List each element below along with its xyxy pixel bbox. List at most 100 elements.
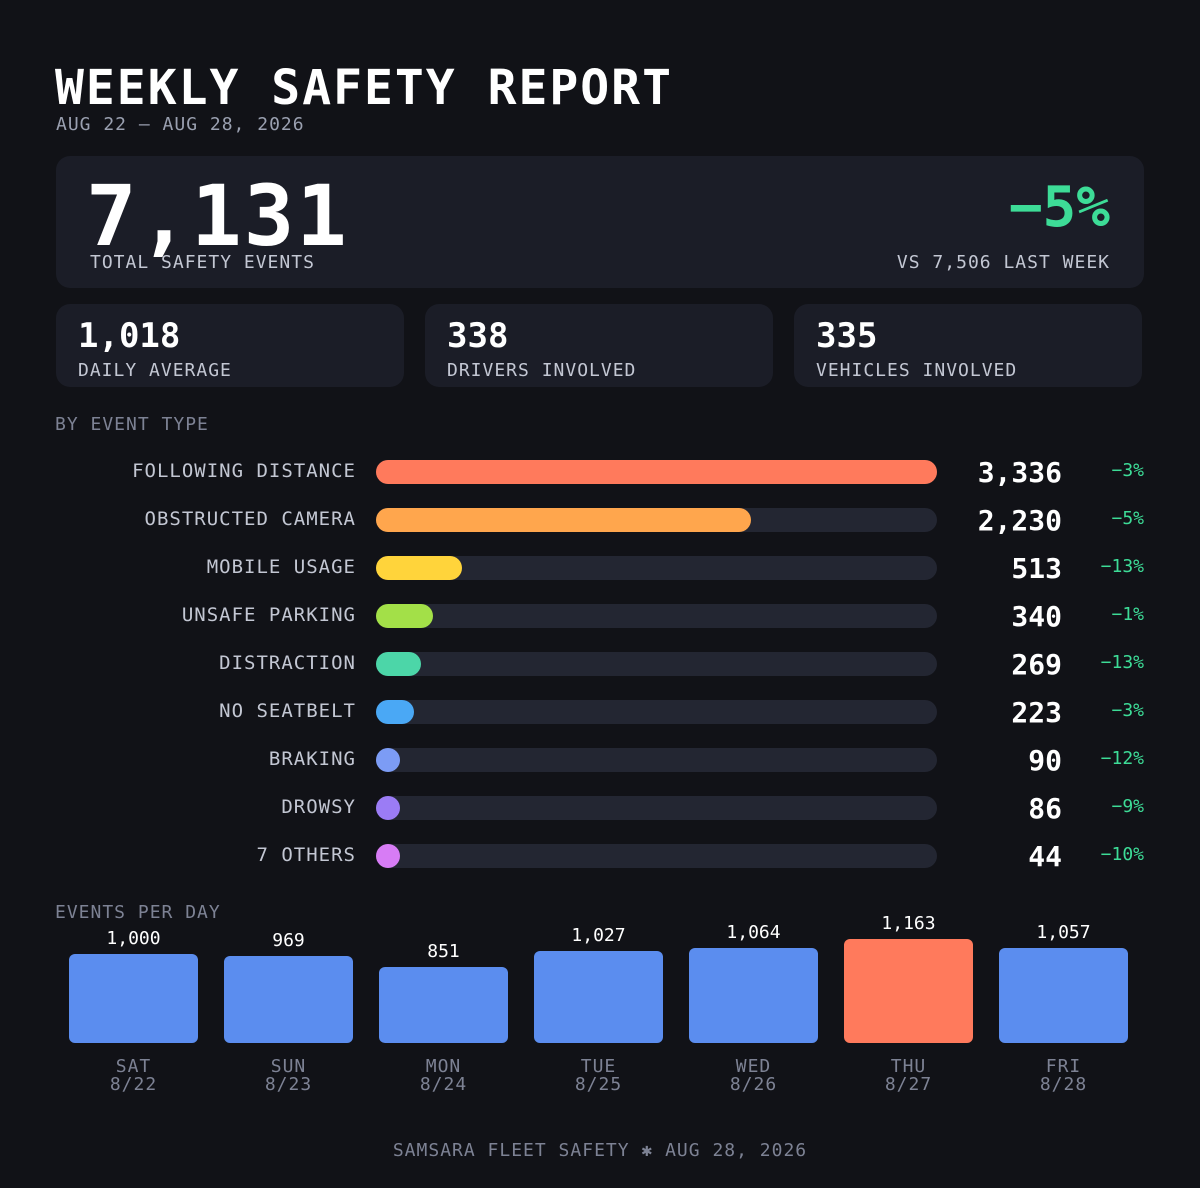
day-value-label: 1,000 [106, 927, 161, 949]
event-row: DISTRACTION 269 −13% [0, 648, 1200, 681]
event-type-section-label: BY EVENT TYPE [55, 414, 209, 435]
day-bar [689, 947, 818, 1043]
event-bar [376, 700, 414, 724]
day-bar [999, 948, 1128, 1043]
day-value-label: 1,163 [881, 913, 936, 934]
event-bar-track [376, 700, 937, 724]
event-type-label: FOLLOWING DISTANCE [132, 460, 356, 482]
event-type-label: 7 OTHERS [256, 844, 356, 866]
event-bar-track [376, 460, 937, 484]
event-change: −12% [1100, 748, 1144, 769]
event-type-label: DISTRACTION [219, 652, 356, 674]
event-row: MOBILE USAGE 513 −13% [0, 552, 1200, 585]
event-type-label: NO SEATBELT [219, 700, 356, 722]
event-bar [376, 460, 937, 484]
event-count: 2,230 [977, 504, 1062, 537]
event-count: 90 [1028, 744, 1062, 777]
event-bar-track [376, 508, 937, 532]
day-bar [534, 951, 663, 1043]
day-date-label: 8/26 [729, 1074, 778, 1095]
event-count: 513 [1011, 552, 1062, 585]
event-bar [376, 748, 400, 772]
per-day-section-label: EVENTS PER DAY [55, 902, 221, 923]
event-row: UNSAFE PARKING 340 −1% [0, 600, 1200, 633]
daily-average-value: 1,018 [78, 316, 181, 356]
day-bar [69, 953, 198, 1043]
day-date-label: 8/23 [264, 1074, 313, 1095]
event-bar-track [376, 604, 937, 628]
event-bar [376, 556, 463, 580]
last-week-comparison: VS 7,506 LAST WEEK [896, 252, 1110, 273]
day-bar [844, 939, 973, 1043]
event-bar [376, 604, 434, 628]
day-date-label: 8/22 [109, 1074, 158, 1095]
event-type-label: OBSTRUCTED CAMERA [144, 508, 356, 530]
event-row: 7 OTHERS 44 −10% [0, 840, 1200, 873]
event-count: 44 [1028, 840, 1062, 873]
day-value-label: 1,064 [726, 921, 781, 943]
event-change: −3% [1111, 460, 1144, 481]
event-change: −13% [1100, 652, 1144, 673]
report-title: WEEKLY SAFETY REPORT [55, 60, 673, 116]
day-date-label: 8/27 [884, 1074, 933, 1095]
total-events-value: 7,131 [86, 167, 349, 265]
event-bar [376, 844, 400, 868]
event-count: 269 [1011, 648, 1062, 681]
event-bar-track [376, 796, 937, 820]
total-events-card: 7,131 TOTAL SAFETY EVENTS −5% VS 7,506 L… [56, 156, 1144, 288]
total-events-label: TOTAL SAFETY EVENTS [90, 252, 315, 273]
day-value-label: 969 [272, 930, 305, 952]
date-range: AUG 22 – AUG 28, 2026 [56, 114, 305, 135]
event-bar [376, 652, 422, 676]
day-name-label: SAT [115, 1056, 152, 1077]
event-row: OBSTRUCTED CAMERA 2,230 −5% [0, 504, 1200, 537]
event-bar-track [376, 556, 937, 580]
event-type-label: MOBILE USAGE [206, 556, 356, 578]
event-change: −9% [1111, 796, 1144, 817]
event-type-label: BRAKING [268, 748, 356, 770]
vehicles-involved-label: VEHICLES INVOLVED [816, 360, 1018, 381]
event-count: 340 [1011, 600, 1062, 633]
day-name-label: MON [425, 1056, 462, 1077]
drivers-involved-value: 338 [447, 316, 509, 356]
event-change: −10% [1100, 844, 1144, 865]
day-date-label: 8/24 [419, 1074, 468, 1095]
event-change: −5% [1111, 508, 1144, 529]
week-change-value: −5% [1008, 175, 1110, 240]
vehicles-involved-card: 335 VEHICLES INVOLVED [794, 304, 1142, 387]
day-bar [224, 956, 353, 1043]
drivers-involved-label: DRIVERS INVOLVED [447, 360, 637, 381]
event-change: −13% [1100, 556, 1144, 577]
event-change: −1% [1111, 604, 1144, 625]
day-name-label: FRI [1045, 1056, 1082, 1077]
drivers-involved-card: 338 DRIVERS INVOLVED [425, 304, 773, 387]
day-date-label: 8/28 [1039, 1074, 1088, 1095]
day-name-label: THU [890, 1056, 927, 1077]
day-date-label: 8/25 [574, 1074, 623, 1095]
event-row: NO SEATBELT 223 −3% [0, 696, 1200, 729]
report-footer: SAMSARA FLEET SAFETY ✱ AUG 28, 2026 [392, 1140, 808, 1161]
event-bar [376, 796, 400, 820]
day-name-label: TUE [580, 1056, 617, 1077]
day-name-label: WED [735, 1056, 772, 1077]
event-type-label: DROWSY [281, 796, 356, 818]
event-bar-track [376, 844, 937, 868]
event-bar-track [376, 748, 937, 772]
day-value-label: 1,057 [1036, 922, 1091, 944]
event-count: 3,336 [977, 456, 1062, 489]
daily-average-label: DAILY AVERAGE [78, 360, 232, 381]
day-bar [379, 966, 508, 1043]
event-row: BRAKING 90 −12% [0, 744, 1200, 777]
vehicles-involved-value: 335 [816, 316, 878, 356]
day-value-label: 1,027 [571, 925, 626, 947]
event-type-label: UNSAFE PARKING [181, 604, 356, 626]
day-value-label: 851 [427, 940, 460, 962]
event-row: FOLLOWING DISTANCE 3,336 −3% [0, 456, 1200, 489]
event-count: 86 [1028, 792, 1062, 825]
day-name-label: SUN [270, 1056, 307, 1077]
event-bar-track [376, 652, 937, 676]
daily-average-card: 1,018 DAILY AVERAGE [56, 304, 404, 387]
event-bar [376, 508, 751, 532]
event-row: DROWSY 86 −9% [0, 792, 1200, 825]
event-count: 223 [1011, 696, 1062, 729]
